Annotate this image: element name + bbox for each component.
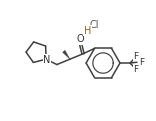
Text: N: N — [43, 55, 51, 65]
Text: Cl: Cl — [90, 19, 99, 30]
Text: F: F — [134, 65, 139, 74]
Text: O: O — [77, 34, 85, 44]
Text: H: H — [84, 26, 91, 36]
Text: F: F — [134, 52, 139, 61]
Text: F: F — [139, 58, 144, 67]
Polygon shape — [63, 50, 70, 59]
